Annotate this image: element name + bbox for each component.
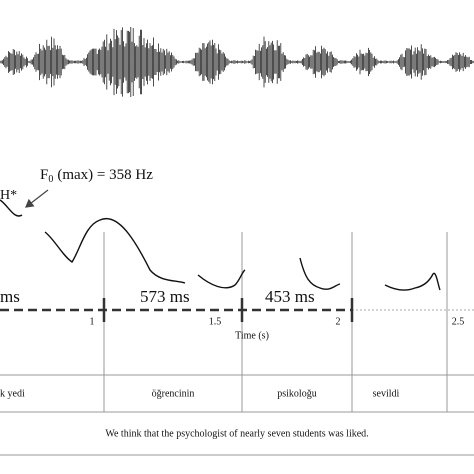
- word: psikoloğu: [277, 388, 316, 399]
- tick-label: 2.5: [452, 316, 465, 327]
- axis-label: Time (s): [235, 330, 269, 341]
- caption: We think that the psychologist of nearly…: [105, 428, 368, 439]
- duration-label: 453 ms: [265, 287, 315, 306]
- word: öğrencinin: [152, 388, 195, 399]
- word: k yedi: [0, 388, 25, 399]
- arrow: [25, 189, 49, 208]
- tick-label: 1.5: [209, 316, 222, 327]
- waveform: [0, 27, 474, 97]
- segment-boundaries: [103, 232, 448, 412]
- pitch-annotation: F0 (max) = 358 Hz: [40, 167, 153, 185]
- duration-label: 573 ms: [140, 287, 190, 306]
- duration-label: ms: [0, 287, 20, 306]
- pitch-contour: [0, 199, 441, 291]
- waveform-trace: [0, 27, 474, 97]
- duration-ticks: [102, 298, 354, 322]
- tick-label: 2: [336, 316, 341, 327]
- word: sevildi: [373, 388, 400, 399]
- accent-label: H*: [0, 188, 17, 203]
- tick-label: 1: [90, 316, 95, 327]
